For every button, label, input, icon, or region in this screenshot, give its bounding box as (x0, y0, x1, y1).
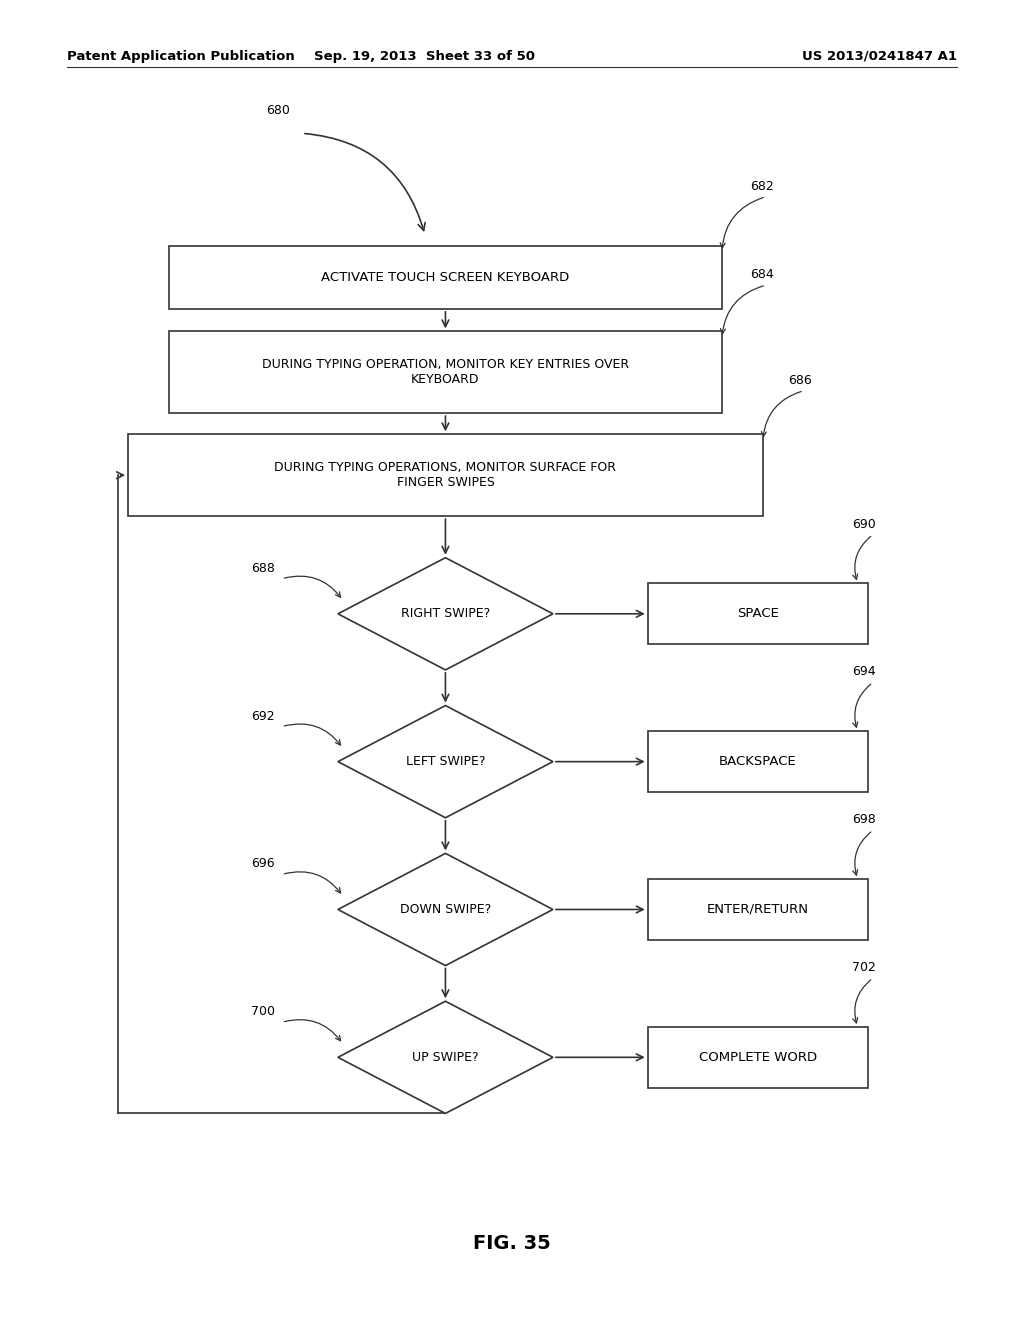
Text: US 2013/0241847 A1: US 2013/0241847 A1 (803, 50, 957, 62)
Text: UP SWIPE?: UP SWIPE? (412, 1051, 479, 1064)
Bar (647, 1027, 867, 1088)
Text: 686: 686 (788, 374, 812, 387)
Bar (169, 246, 722, 309)
Text: 688: 688 (251, 562, 274, 574)
Text: FIG. 35: FIG. 35 (473, 1234, 551, 1253)
Text: 696: 696 (251, 858, 274, 870)
Text: 700: 700 (251, 1006, 274, 1018)
Text: COMPLETE WORD: COMPLETE WORD (698, 1051, 817, 1064)
Text: 680: 680 (266, 104, 290, 117)
Text: 698: 698 (852, 813, 877, 826)
Text: 690: 690 (852, 517, 877, 531)
Text: ENTER/RETURN: ENTER/RETURN (707, 903, 809, 916)
Text: RIGHT SWIPE?: RIGHT SWIPE? (400, 607, 490, 620)
Text: LEFT SWIPE?: LEFT SWIPE? (406, 755, 485, 768)
Polygon shape (338, 1001, 553, 1114)
Text: 684: 684 (751, 268, 774, 281)
Text: BACKSPACE: BACKSPACE (719, 755, 797, 768)
Polygon shape (338, 854, 553, 966)
Text: 692: 692 (251, 710, 274, 722)
Bar (647, 583, 867, 644)
Bar (128, 434, 763, 516)
Text: SPACE: SPACE (737, 607, 778, 620)
Text: Sep. 19, 2013  Sheet 33 of 50: Sep. 19, 2013 Sheet 33 of 50 (314, 50, 536, 62)
Bar (647, 731, 867, 792)
Text: DURING TYPING OPERATIONS, MONITOR SURFACE FOR
FINGER SWIPES: DURING TYPING OPERATIONS, MONITOR SURFAC… (274, 461, 616, 490)
Polygon shape (338, 706, 553, 817)
Text: DURING TYPING OPERATION, MONITOR KEY ENTRIES OVER
KEYBOARD: DURING TYPING OPERATION, MONITOR KEY ENT… (262, 358, 629, 387)
Text: Patent Application Publication: Patent Application Publication (67, 50, 294, 62)
Text: 682: 682 (751, 180, 774, 193)
Text: ACTIVATE TOUCH SCREEN KEYBOARD: ACTIVATE TOUCH SCREEN KEYBOARD (322, 271, 569, 284)
Polygon shape (338, 557, 553, 671)
Text: 694: 694 (852, 665, 877, 678)
Text: 702: 702 (852, 961, 877, 974)
Bar (647, 879, 867, 940)
Text: DOWN SWIPE?: DOWN SWIPE? (399, 903, 492, 916)
Bar (169, 331, 722, 413)
